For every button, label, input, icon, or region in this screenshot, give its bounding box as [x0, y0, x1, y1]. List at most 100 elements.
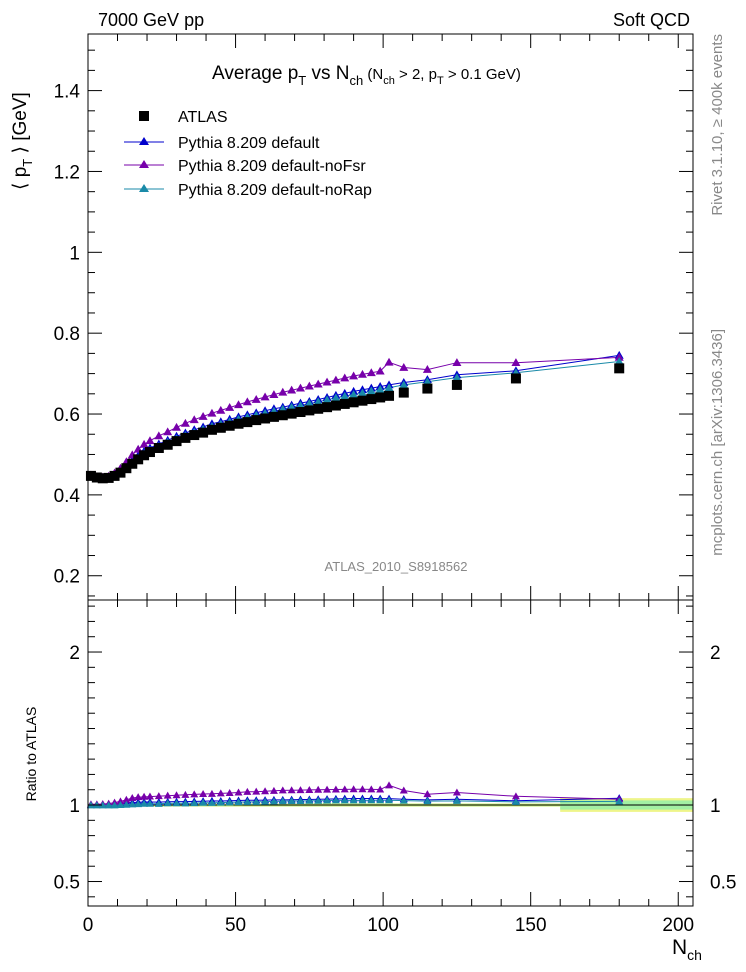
ratio-point-3	[116, 801, 125, 809]
title-sub-t: T	[298, 73, 306, 88]
ratio-ytick-label-left: 1	[69, 796, 80, 817]
title-cond-sub: ch	[383, 75, 395, 87]
data-point-atlas	[206, 424, 217, 435]
ratio-point-2	[261, 787, 270, 795]
title-main: Average p	[212, 63, 298, 84]
data-point-mc-2	[139, 439, 149, 448]
ratio-point-3	[367, 796, 376, 804]
ratio-point-3	[234, 798, 243, 806]
ratio-point-2	[452, 788, 461, 796]
ratio-point-3	[252, 797, 261, 805]
main-ytick-label: 1.2	[54, 162, 80, 183]
chart-title: Average pT vs Nch (Nch > 2, pT > 0.1 GeV…	[212, 63, 521, 88]
data-point-atlas	[242, 417, 253, 428]
title-sub-ch: ch	[350, 73, 364, 88]
ratio-point-3	[423, 797, 432, 805]
ratio-point-3	[128, 800, 137, 808]
main-ytick-label: 0.8	[54, 324, 80, 345]
data-point-atlas	[133, 454, 144, 465]
data-point-atlas	[277, 410, 288, 421]
data-point-mc-3	[295, 401, 305, 409]
data-point-mc-2	[331, 375, 341, 384]
data-point-atlas	[313, 403, 324, 414]
data-point-mc-2	[399, 363, 409, 371]
data-point-atlas	[97, 473, 108, 484]
ratio-ytick-label-left: 0.5	[54, 873, 80, 894]
data-point-atlas	[180, 432, 191, 443]
main-ylabel-sub: T	[20, 159, 35, 167]
ratio-point-3	[225, 798, 234, 806]
main-ytick-label: 0.4	[54, 486, 81, 507]
data-point-mc-2	[366, 368, 376, 377]
data-point-atlas	[510, 373, 521, 384]
data-point-atlas	[322, 402, 333, 413]
data-point-atlas	[375, 392, 386, 403]
data-point-mc-3	[287, 402, 297, 411]
ratio-point-2	[305, 785, 314, 793]
data-point-mc-2	[234, 400, 244, 409]
ratio-point-2	[349, 785, 358, 793]
ratio-point-2	[172, 791, 181, 799]
data-point-mc-2	[295, 383, 305, 392]
x-axis-label: Nch	[672, 936, 702, 963]
data-point-mc-3	[349, 390, 359, 398]
main-ytick-label: 0.2	[54, 567, 80, 588]
data-point-atlas	[103, 472, 114, 483]
ratio-point-3	[340, 796, 349, 804]
data-point-mc-2	[163, 427, 173, 436]
title-cond-sub2: T	[437, 75, 444, 87]
title-cond: (N	[363, 66, 383, 83]
data-point-mc-3	[322, 395, 332, 404]
ratio-point-3	[190, 799, 199, 807]
legend-marker-nofsr	[139, 160, 149, 168]
ratio-point-2	[225, 788, 234, 796]
data-point-atlas	[224, 420, 235, 431]
data-point-mc-2	[278, 387, 288, 396]
data-point-atlas	[348, 397, 359, 408]
xtick-label: 100	[367, 915, 399, 936]
data-point-atlas	[233, 418, 244, 429]
data-point-mc-3	[313, 397, 323, 406]
xtick-label: 200	[662, 915, 694, 936]
main-ytick-label: 1	[69, 243, 80, 264]
ratio-point-2	[243, 787, 252, 795]
ratio-point-3	[145, 799, 154, 807]
ratio-point-2	[181, 790, 190, 798]
data-point-atlas	[384, 390, 395, 401]
data-point-mc-2	[198, 411, 208, 420]
side-label-rivet: Rivet 3.1.10, ≥ 400k events	[709, 34, 726, 216]
ratio-ytick-label-right: 2	[710, 643, 721, 664]
ratio-point-2	[199, 789, 208, 797]
ratio-ytick-label-right: 0.5	[710, 873, 736, 894]
ratio-point-3	[269, 797, 278, 805]
data-point-mc-2	[357, 369, 367, 378]
ratio-point-2	[207, 789, 216, 797]
main-ylabel-post: ⟩ [GeV]	[10, 92, 31, 159]
data-point-mc-2	[384, 357, 394, 366]
side-label-mcplots: mcplots.cern.ch [arXiv:1306.3436]	[709, 329, 726, 556]
ratio-point-3	[207, 798, 216, 806]
data-point-mc-2	[260, 392, 270, 401]
ratio-point-2	[234, 788, 243, 796]
legend-marker-atlas	[139, 111, 149, 121]
main-series	[85, 350, 625, 484]
title-mid: vs N	[306, 63, 349, 84]
ratio-point-3	[110, 801, 119, 809]
ratio-ticks	[87, 600, 693, 906]
data-point-atlas	[162, 439, 173, 450]
ratio-point-3	[181, 799, 190, 807]
ratio-point-2	[116, 797, 125, 805]
analysis-watermark: ATLAS_2010_S8918562	[325, 559, 468, 574]
ratio-point-2	[216, 789, 225, 797]
data-point-atlas	[268, 411, 279, 422]
xtick-label: 50	[225, 915, 246, 936]
data-point-mc-2	[375, 366, 385, 375]
header-left-label: 7000 GeV pp	[98, 10, 204, 30]
ratio-point-2	[385, 781, 394, 789]
ratio-point-3	[331, 796, 340, 804]
ratio-point-2	[399, 786, 408, 794]
ratio-point-3	[104, 801, 113, 809]
data-point-atlas	[339, 398, 350, 409]
ratio-point-3	[278, 797, 287, 805]
